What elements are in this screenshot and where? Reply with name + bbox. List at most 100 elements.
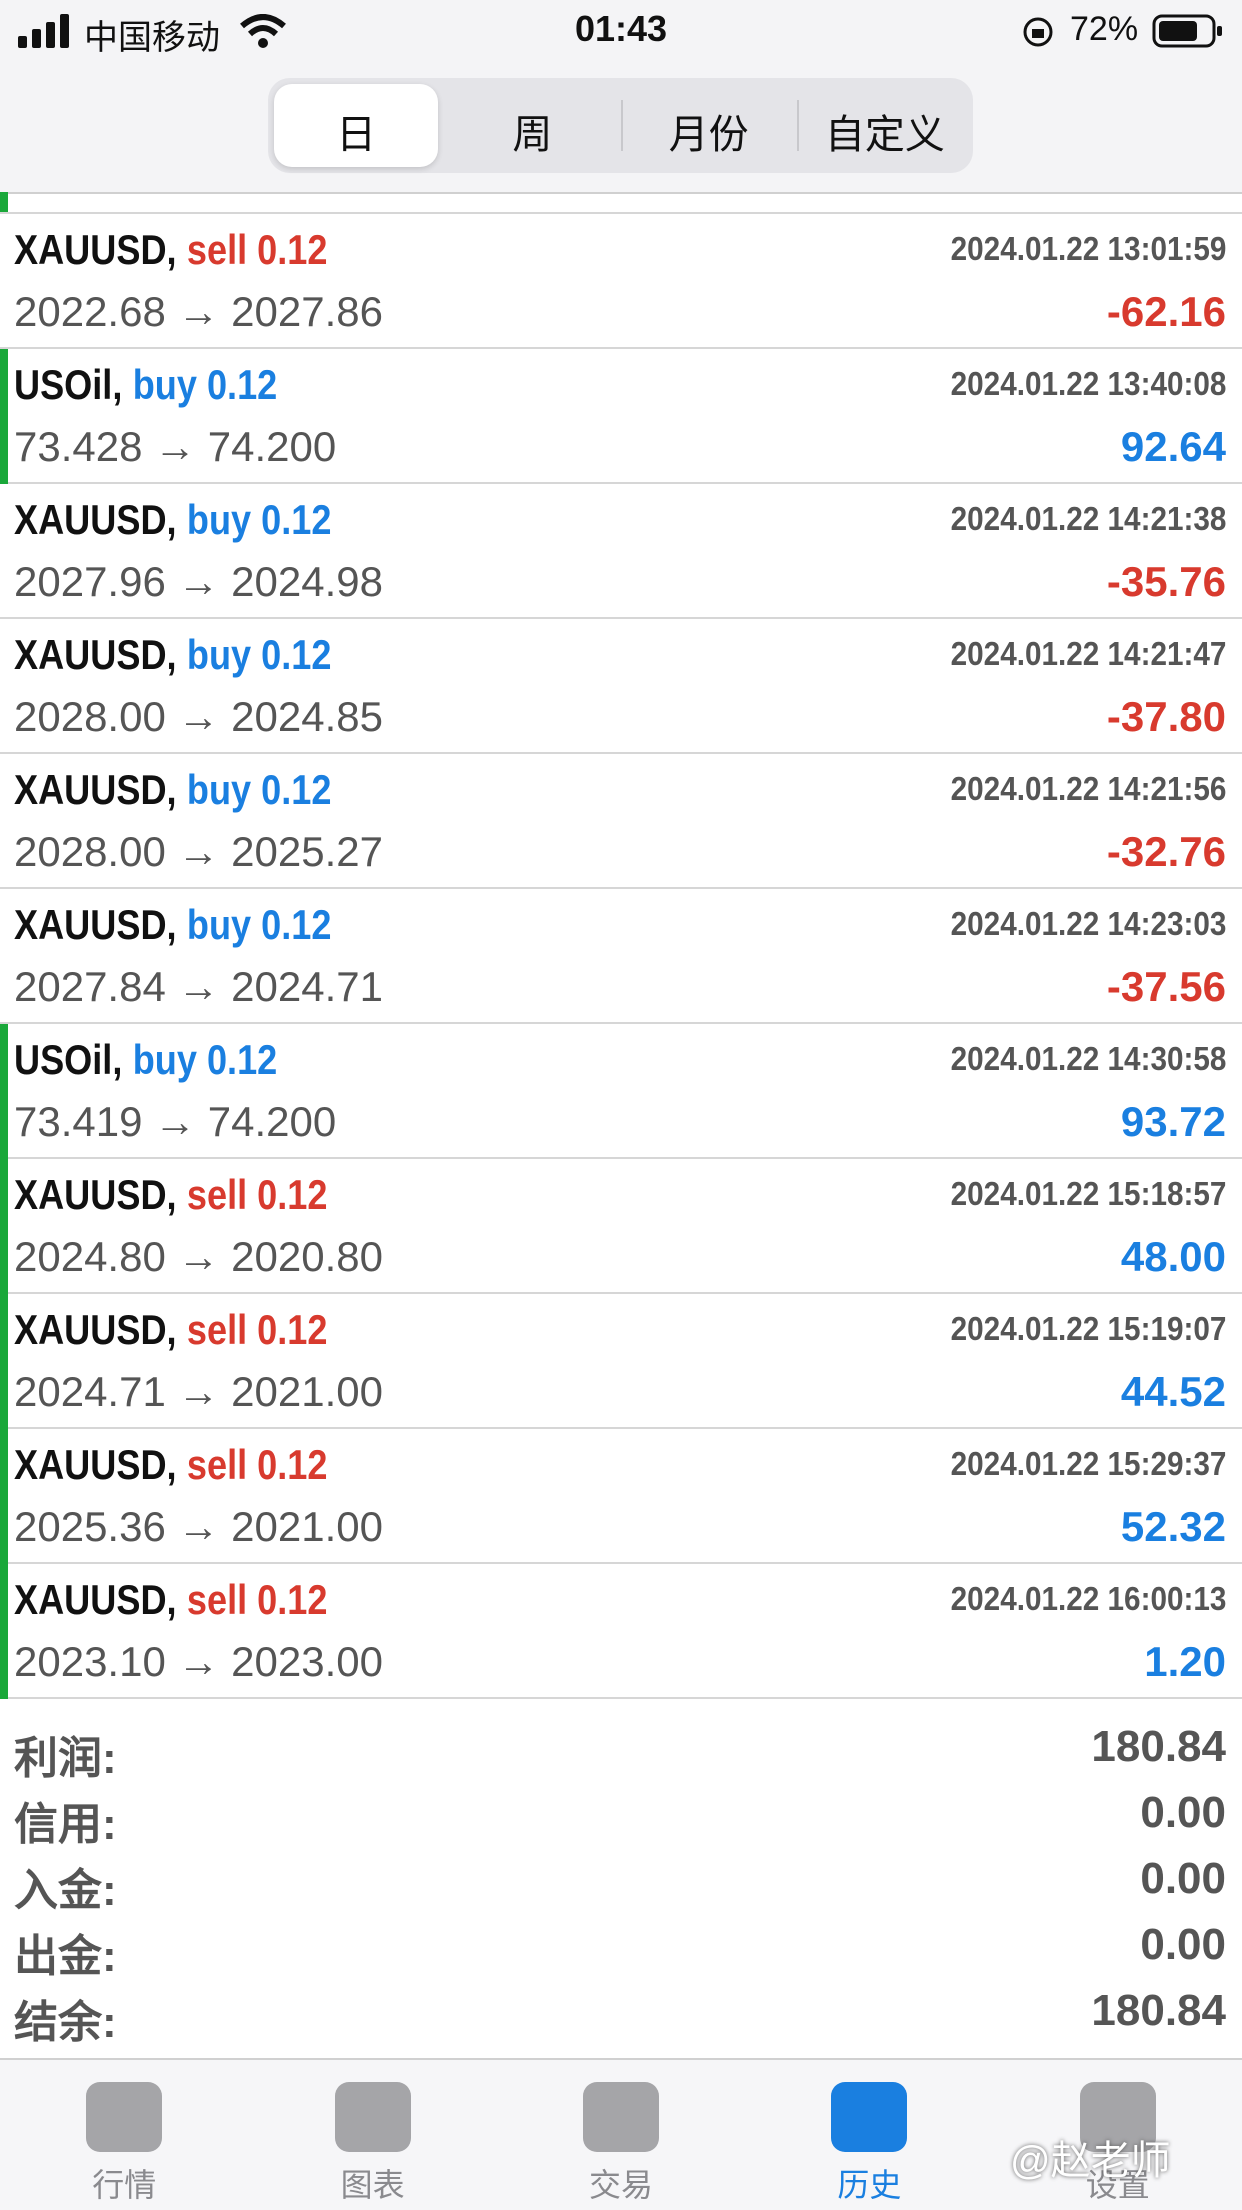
summary-label: 利润: (14, 1734, 117, 1783)
close-time: 2024.01.22 15:18:57 (950, 1175, 1226, 1212)
profit: 52.32 (1120, 1503, 1226, 1550)
segment-divider (796, 100, 799, 151)
tab-icon (831, 2082, 908, 2152)
order: sell 0.12 (186, 1171, 328, 1218)
trade-head: USOil, buy 0.12 (14, 1036, 277, 1084)
trade-row[interactable]: XAUUSD, buy 0.12 2024.01.22 14:21:38 2027.9… (0, 484, 1242, 619)
battery-icon (1152, 14, 1222, 48)
profit-indicator (0, 192, 8, 212)
summary-value: 180.84 (1091, 1722, 1226, 1771)
summary-label: 结余: (14, 1998, 117, 2047)
trade-row[interactable]: XAUUSD, buy 0.12 2024.01.22 14:23:03 2027.8… (0, 889, 1242, 1024)
summary-value: 0.00 (1140, 1920, 1226, 1969)
segment[interactable]: 自定义 (824, 113, 945, 157)
summary-value: 0.00 (1140, 1788, 1226, 1837)
partial-row (0, 192, 1242, 214)
symbol: XAUUSD, (14, 1306, 177, 1353)
trade-row[interactable]: XAUUSD, sell 0.12 2024.01.22 15:19:07 2024.… (0, 1294, 1242, 1429)
summary-label: 信用: (14, 1800, 117, 1849)
prices: 2028.00 → 2025.27 (14, 828, 383, 875)
close-time: 2024.01.22 15:29:37 (950, 1445, 1226, 1482)
summary-label: 入金: (14, 1866, 117, 1915)
segment-divider (620, 100, 623, 151)
prices: 2027.96 → 2024.98 (14, 558, 383, 605)
prices: 2023.10 → 2023.00 (14, 1638, 383, 1685)
tab-label[interactable]: 设置 (1085, 2167, 1150, 2203)
trade-head: XAUUSD, buy 0.12 (14, 766, 331, 814)
tab-label[interactable]: 行情 (92, 2167, 157, 2203)
order: buy 0.12 (186, 631, 332, 678)
trade-row[interactable]: XAUUSD, sell 0.12 2024.01.22 13:01:59 2022.… (0, 214, 1242, 349)
prices: 2024.80 → 2020.80 (14, 1233, 383, 1280)
battery-percent: 72% (1070, 10, 1139, 48)
trade-head: XAUUSD, sell 0.12 (14, 1576, 327, 1624)
profit-indicator (0, 1429, 8, 1564)
symbol: XAUUSD, (14, 1576, 177, 1623)
wifi-icon (240, 14, 286, 48)
trade-row[interactable]: XAUUSD, buy 0.12 2024.01.22 14:21:56 2028.0… (0, 754, 1242, 889)
symbol: USOil, (14, 361, 123, 408)
tab-icon (583, 2082, 659, 2152)
segment-active-bg (274, 84, 439, 167)
trade-head: XAUUSD, buy 0.12 (14, 901, 331, 949)
clock: 01:43 (574, 8, 668, 49)
profit: -62.16 (1106, 288, 1226, 335)
signal-icon (18, 14, 69, 48)
summary-label: 出金: (14, 1932, 117, 1981)
lock-icon (1023, 17, 1053, 47)
trade-row[interactable]: USOil, buy 0.12 2024.01.22 13:40:08 73.428 … (0, 349, 1242, 484)
segment[interactable]: 日 (336, 113, 377, 157)
tab-bar: 行情 图表 交易 历史 设置 (0, 2058, 1242, 2210)
close-time: 2024.01.22 14:21:47 (950, 635, 1226, 672)
profit: 93.72 (1120, 1098, 1226, 1145)
order: buy 0.12 (132, 361, 278, 408)
symbol: USOil, (14, 1036, 123, 1083)
order: buy 0.12 (186, 766, 332, 813)
symbol: XAUUSD, (14, 496, 177, 543)
order: sell 0.12 (186, 1441, 328, 1488)
tab-label[interactable]: 交易 (588, 2167, 653, 2203)
profit: -37.56 (1106, 963, 1226, 1010)
trade-row[interactable]: XAUUSD, sell 0.12 2024.01.22 15:29:37 2025.… (0, 1429, 1242, 1564)
close-time: 2024.01.22 14:21:56 (950, 770, 1226, 807)
prices: 2027.84 → 2024.71 (14, 963, 383, 1010)
order: sell 0.12 (186, 1306, 328, 1353)
trade-row[interactable]: USOil, buy 0.12 2024.01.22 14:30:58 73.419 … (0, 1024, 1242, 1159)
trade-head: XAUUSD, sell 0.12 (14, 1441, 327, 1489)
trade-row[interactable]: XAUUSD, buy 0.12 2024.01.22 14:21:47 2028.0… (0, 619, 1242, 754)
prices: 73.428 → 74.200 (14, 423, 337, 470)
trade-head: XAUUSD, sell 0.12 (14, 226, 327, 274)
symbol: XAUUSD, (14, 226, 177, 273)
symbol: XAUUSD, (14, 766, 177, 813)
profit: 48.00 (1120, 1233, 1226, 1280)
trade-row[interactable]: XAUUSD, sell 0.12 2024.01.22 15:18:57 2024.… (0, 1159, 1242, 1294)
close-time: 2024.01.22 13:01:59 (950, 230, 1226, 267)
trade-head: XAUUSD, sell 0.12 (14, 1306, 327, 1354)
segmented-control: 日 周 月份 自定义 (268, 78, 973, 173)
prices: 2022.68 → 2027.86 (14, 288, 383, 335)
profit: 92.64 (1120, 423, 1226, 470)
watermark: @赵老师 (1010, 2139, 1171, 2183)
segment[interactable]: 周 (512, 113, 553, 157)
close-time: 2024.01.22 14:30:58 (950, 1040, 1226, 1077)
order: buy 0.12 (186, 901, 332, 948)
close-time: 2024.01.22 14:23:03 (950, 905, 1226, 942)
profit-indicator (0, 349, 8, 484)
profit: 1.20 (1144, 1638, 1226, 1685)
prices: 2024.71 → 2021.00 (14, 1368, 383, 1415)
profit-indicator (0, 1024, 8, 1159)
summary-value: 0.00 (1140, 1854, 1226, 1903)
profit: 44.52 (1120, 1368, 1226, 1415)
tab-icon (86, 2082, 163, 2152)
trade-row[interactable]: XAUUSD, sell 0.12 2024.01.22 16:00:13 2023.… (0, 1564, 1242, 1699)
order: sell 0.12 (186, 226, 328, 273)
tab-label[interactable]: 图表 (340, 2167, 405, 2203)
trade-head: XAUUSD, buy 0.12 (14, 496, 331, 544)
tab-label[interactable]: 历史 (837, 2167, 902, 2203)
close-time: 2024.01.22 14:21:38 (950, 500, 1226, 537)
close-time: 2024.01.22 16:00:13 (950, 1580, 1226, 1617)
symbol: XAUUSD, (14, 1171, 177, 1218)
segment[interactable]: 月份 (668, 113, 749, 157)
prices: 73.419 → 74.200 (14, 1098, 337, 1145)
